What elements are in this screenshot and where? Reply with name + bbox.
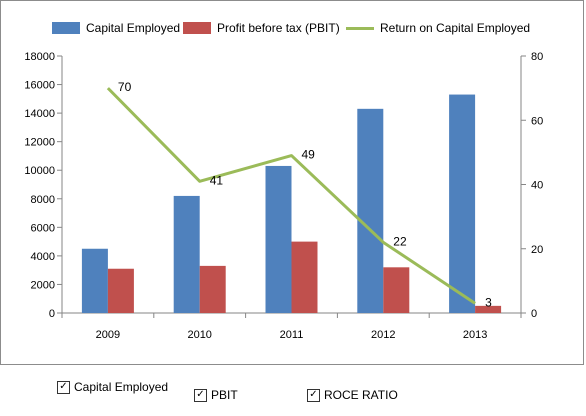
left-tick-label: 0 <box>49 308 55 320</box>
right-tick-label: 40 <box>531 180 543 192</box>
left-tick-label: 10000 <box>24 165 55 177</box>
legend-label-roce: Return on Capital Employed <box>380 21 531 35</box>
checkbox-capital-employed[interactable]: ✓ Capital Employed <box>57 380 168 394</box>
legend-swatch-capital-employed <box>52 22 80 34</box>
checkbox-roce-ratio[interactable]: ✓ ROCE RATIO <box>307 388 398 402</box>
series-toggle-panel: ✓ Capital Employed ✓ PBIT ✓ ROCE RATIO <box>0 376 586 416</box>
bar-pbit <box>291 241 318 313</box>
x-tick-label: 2010 <box>187 329 211 341</box>
bar-pbit <box>199 265 226 313</box>
left-tick-label: 18000 <box>24 51 55 63</box>
right-tick-label: 80 <box>531 51 543 63</box>
left-tick-label: 12000 <box>24 137 55 149</box>
legend-item-capital-employed: Capital Employed <box>52 21 180 35</box>
roce-line <box>106 87 476 305</box>
left-tick-label: 2000 <box>31 279 55 291</box>
bar-capital-employed <box>81 248 108 313</box>
roce-data-label: 70 <box>118 80 132 94</box>
checkbox-label-roce-ratio: ROCE RATIO <box>324 388 398 402</box>
bar-pbit <box>475 305 502 313</box>
x-tick-label: 2009 <box>96 329 120 341</box>
legend-label-pbit: Profit before tax (PBIT) <box>217 21 340 35</box>
chart-legend: Capital Employed Profit before tax (PBIT… <box>0 21 586 41</box>
x-tick-label: 2011 <box>280 329 304 341</box>
right-tick-label: 20 <box>531 244 543 256</box>
check-icon[interactable]: ✓ <box>307 388 320 402</box>
left-tick-label: 14000 <box>24 108 55 120</box>
chart-plot: 0 2000 4000 6000 8000 10000 12000 14000 16000 180… <box>24 51 543 341</box>
legend-swatch-roce <box>346 26 374 30</box>
checkbox-label-capital-employed: Capital Employed <box>74 380 169 394</box>
left-tick-label: 8000 <box>31 194 55 206</box>
bar-capital-employed <box>265 165 292 313</box>
legend-item-pbit: Profit before tax (PBIT) <box>183 21 340 35</box>
x-tick-label: 2013 <box>463 329 487 341</box>
bar-pbit <box>107 268 134 313</box>
legend-swatch-pbit <box>183 22 211 34</box>
left-tick-label: 6000 <box>31 222 55 234</box>
bar-capital-employed <box>173 195 200 313</box>
legend-label-capital-employed: Capital Employed <box>86 21 181 35</box>
bar-capital-employed <box>449 94 476 313</box>
checkbox-label-pbit: PBIT <box>211 388 238 402</box>
checkbox-pbit[interactable]: ✓ PBIT <box>194 388 238 402</box>
left-tick-label: 16000 <box>24 80 55 92</box>
bar-capital-employed <box>357 108 384 313</box>
right-tick-label: 0 <box>531 308 537 320</box>
roce-data-label: 22 <box>393 234 407 248</box>
x-tick-label: 2012 <box>371 329 395 341</box>
left-tick-label: 4000 <box>31 251 55 263</box>
bar-pbit <box>383 267 410 313</box>
roce-data-label: 3 <box>485 295 492 309</box>
check-icon[interactable]: ✓ <box>194 388 207 402</box>
right-tick-label: 60 <box>531 115 543 127</box>
roce-data-label: 49 <box>302 148 316 162</box>
legend-item-roce: Return on Capital Employed <box>346 21 530 35</box>
roce-data-label: 41 <box>210 173 224 187</box>
check-icon[interactable]: ✓ <box>57 380 70 394</box>
